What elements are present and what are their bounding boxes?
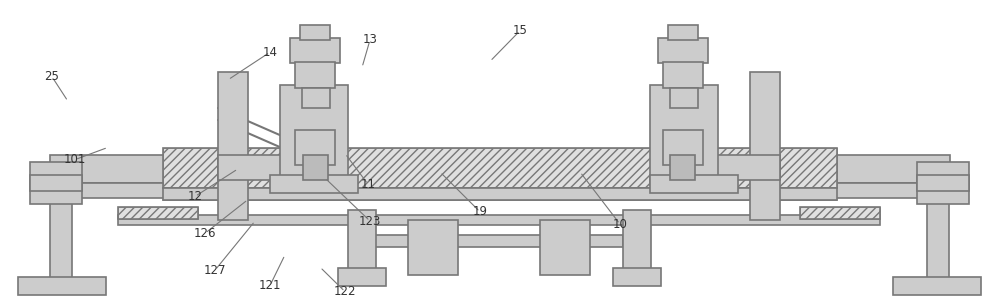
Bar bbox=[303, 155, 328, 180]
Bar bbox=[163, 188, 837, 200]
Bar bbox=[280, 85, 348, 185]
Bar bbox=[668, 25, 698, 40]
Text: 25: 25 bbox=[45, 70, 59, 83]
Bar bbox=[623, 210, 651, 270]
Bar bbox=[163, 148, 837, 188]
Bar bbox=[917, 162, 969, 204]
Bar bbox=[663, 62, 703, 88]
Bar bbox=[670, 88, 698, 108]
Bar bbox=[658, 38, 708, 63]
Bar bbox=[290, 38, 340, 63]
Bar bbox=[338, 268, 386, 286]
Text: 101: 101 bbox=[64, 153, 86, 166]
Bar bbox=[670, 155, 695, 180]
Bar bbox=[540, 220, 590, 275]
Bar bbox=[118, 207, 198, 219]
Bar bbox=[295, 130, 335, 165]
Bar bbox=[118, 207, 198, 219]
Bar bbox=[295, 62, 335, 88]
Text: 122: 122 bbox=[334, 285, 356, 298]
Text: 123: 123 bbox=[359, 215, 381, 227]
Text: 19: 19 bbox=[473, 205, 488, 218]
Bar bbox=[218, 72, 248, 220]
Text: 13: 13 bbox=[363, 33, 377, 46]
Bar bbox=[663, 130, 703, 165]
Bar bbox=[300, 25, 330, 40]
Bar bbox=[375, 235, 623, 247]
Bar bbox=[650, 175, 738, 193]
Text: 14: 14 bbox=[262, 46, 278, 59]
Bar bbox=[218, 155, 338, 180]
Bar bbox=[408, 220, 458, 275]
Bar bbox=[50, 155, 950, 183]
Bar bbox=[893, 277, 981, 295]
Bar bbox=[613, 268, 661, 286]
Text: 12: 12 bbox=[188, 190, 202, 203]
Bar bbox=[800, 207, 880, 219]
Bar bbox=[800, 207, 880, 219]
Bar bbox=[660, 155, 780, 180]
Bar bbox=[163, 148, 837, 188]
Bar bbox=[30, 162, 82, 204]
Bar bbox=[302, 88, 330, 108]
Bar bbox=[30, 175, 82, 191]
Bar bbox=[270, 175, 358, 193]
Bar bbox=[50, 200, 72, 285]
Bar bbox=[18, 277, 106, 295]
Text: 10: 10 bbox=[613, 218, 627, 231]
Text: 11: 11 bbox=[360, 178, 376, 191]
Text: 127: 127 bbox=[204, 264, 226, 277]
Bar bbox=[917, 175, 969, 191]
Bar bbox=[348, 210, 376, 270]
Bar bbox=[68, 183, 930, 198]
Bar bbox=[650, 85, 718, 185]
Bar bbox=[118, 215, 880, 225]
Bar bbox=[750, 72, 780, 220]
Text: 121: 121 bbox=[259, 279, 281, 292]
Bar bbox=[927, 200, 949, 285]
Text: 126: 126 bbox=[194, 227, 216, 240]
Text: 15: 15 bbox=[513, 24, 527, 37]
